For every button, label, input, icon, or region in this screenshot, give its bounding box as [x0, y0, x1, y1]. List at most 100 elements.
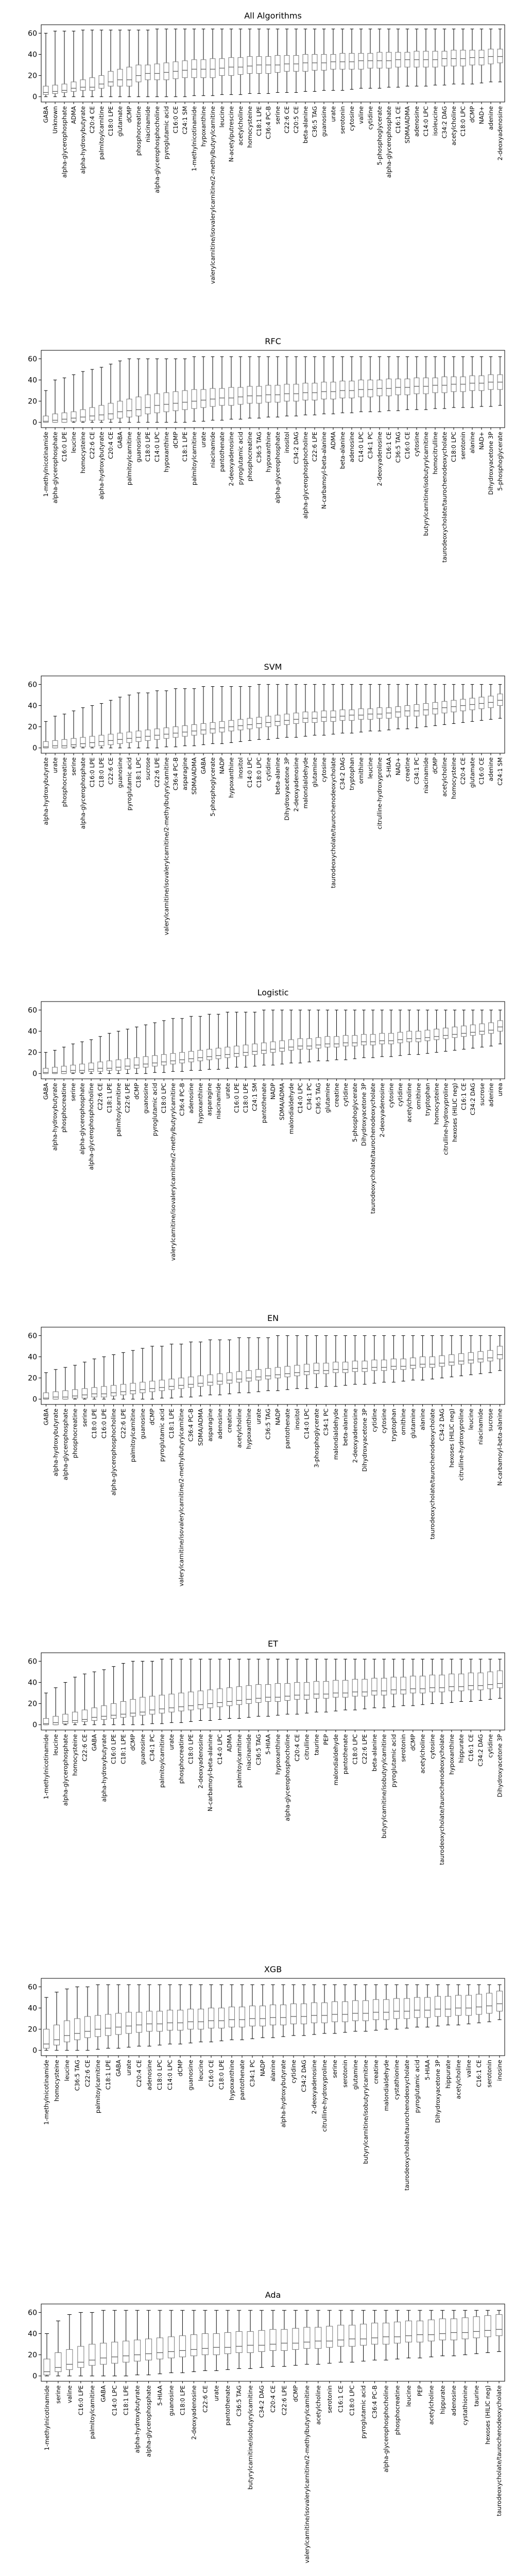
- box: [179, 1052, 185, 1063]
- box: [284, 1366, 290, 1378]
- box: [81, 1709, 88, 1722]
- box: [191, 59, 197, 78]
- x-tick-label: pantothenate: [284, 1409, 291, 1449]
- box: [97, 1061, 104, 1072]
- x-tick-label: tryptophan: [390, 1409, 397, 1442]
- x-tick-label: PEP: [416, 2385, 423, 2396]
- box: [423, 377, 429, 394]
- box: [182, 725, 188, 737]
- x-tick-label: leucine: [70, 432, 77, 453]
- box: [352, 2000, 358, 2021]
- x-tick-label: C36:5 TAG: [255, 1734, 262, 1765]
- box: [191, 724, 197, 736]
- x-tick-label: C18:0 LPE: [242, 1083, 249, 1113]
- x-tick-label: hypoxanthine: [274, 1734, 281, 1775]
- x-tick-label: adenine: [487, 106, 494, 130]
- box: [281, 2329, 288, 2351]
- x-tick-label: serine: [55, 2385, 62, 2403]
- box: [383, 1999, 389, 2020]
- x-tick-label: homocysteine: [450, 757, 457, 799]
- x-tick-label: C18:0 LPC: [351, 1734, 358, 1765]
- box: [126, 399, 132, 417]
- box: [117, 733, 123, 744]
- box: [479, 1023, 485, 1035]
- x-tick-label: butyrylcarnitine/isobutyrylcarnitine: [247, 2385, 254, 2489]
- box: [218, 2008, 225, 2029]
- box: [217, 1688, 223, 1707]
- x-tick-label: C16:0 CE: [208, 2060, 215, 2087]
- box: [182, 60, 188, 78]
- x-tick-label: 5-HIAA: [385, 757, 392, 778]
- x-tick-label: leucine: [218, 106, 226, 127]
- box: [98, 405, 105, 421]
- plot-frame: [41, 675, 505, 754]
- box: [303, 1682, 310, 1700]
- x-tick-label: cytosine: [413, 432, 420, 456]
- y-tick-label: 20: [28, 723, 37, 732]
- box: [284, 714, 290, 725]
- x-tick-label: beta-alanine: [274, 757, 281, 794]
- box: [265, 385, 271, 403]
- x-tick-label: C18:1 LPE: [105, 2060, 112, 2090]
- box: [306, 1038, 312, 1049]
- x-tick-label: C24:1 SM: [496, 757, 504, 786]
- x-tick-label: taurodeoxycholate/taurochenodeoxycholate: [428, 1409, 436, 1539]
- box: [200, 389, 207, 408]
- box: [342, 1362, 349, 1373]
- x-tick-label: sucrose: [478, 1083, 486, 1106]
- x-tick-label: asparagine: [181, 757, 188, 790]
- box: [382, 2323, 390, 2345]
- x-tick-label: asparagine: [207, 1409, 214, 1442]
- y-tick-label: 40: [28, 1353, 37, 1362]
- x-tick-label: urate: [330, 106, 337, 122]
- box: [488, 1022, 494, 1034]
- x-tick-label: butyrylcarnitine/isobutyrylcarnitine: [381, 1734, 388, 1838]
- box: [432, 50, 438, 67]
- box: [256, 717, 262, 728]
- x-tick-label: SDMA/ADMA: [279, 1083, 286, 1120]
- box: [352, 1679, 358, 1697]
- x-tick-label: NADP: [274, 1409, 281, 1425]
- x-tick-label: C16:0 LPE: [233, 1083, 240, 1113]
- x-tick-label: palmitoylcarnitine: [94, 2060, 101, 2113]
- x-tick-label: acetylcholine: [235, 1409, 243, 1448]
- x-tick-label: homocysteine: [433, 1083, 440, 1125]
- x-tick-label: valerylcarnitine/isovalerylcarnitine/2-m…: [303, 2385, 311, 2563]
- x-tick-label: 1-methylnicotinamide: [42, 1734, 49, 1799]
- box: [72, 1389, 78, 1399]
- box: [330, 710, 336, 722]
- box: [274, 1367, 281, 1379]
- x-tick-label: beta-alanine: [342, 1409, 349, 1446]
- x-tick-label: serine: [274, 106, 281, 124]
- y-tick-label: 40: [28, 2330, 37, 2338]
- box: [246, 1370, 252, 1382]
- x-tick-label: C34:1 PC: [413, 757, 420, 784]
- box: [120, 1384, 127, 1396]
- x-tick-label: C24:1 SM: [181, 106, 188, 134]
- box: [416, 1031, 421, 1042]
- box: [460, 49, 466, 66]
- box: [72, 1711, 78, 1723]
- box: [265, 1684, 271, 1702]
- x-tick-label: C34:2 DAG: [258, 2385, 265, 2418]
- box: [424, 1029, 431, 1041]
- box: [117, 69, 123, 87]
- x-tick-label: NAD+: [394, 757, 402, 775]
- x-tick-label: leucine: [405, 2385, 412, 2406]
- box: [414, 1997, 420, 2018]
- box: [342, 1680, 349, 1698]
- x-tick-label: taurodeoxycholate/taurochenodeoxycholate: [438, 1734, 445, 1865]
- x-tick-label: C18:0 LPE: [91, 1409, 98, 1438]
- x-tick-label: dCMP: [292, 2385, 299, 2402]
- x-tick-label: hypoxanthine: [163, 432, 170, 472]
- x-tick-label: C16:0 LPE: [61, 432, 68, 462]
- y-tick-label: 0: [32, 2047, 37, 2055]
- x-tick-label: NAD+: [478, 106, 485, 124]
- box: [135, 64, 142, 82]
- x-tick-label: C22:6 CE: [81, 1734, 88, 1761]
- box: [461, 1025, 467, 1037]
- x-tick-label: serotonin: [341, 2060, 349, 2088]
- box: [321, 710, 327, 722]
- x-tick-label: Dihydroxyacetone 3P: [283, 757, 290, 821]
- box: [43, 415, 49, 423]
